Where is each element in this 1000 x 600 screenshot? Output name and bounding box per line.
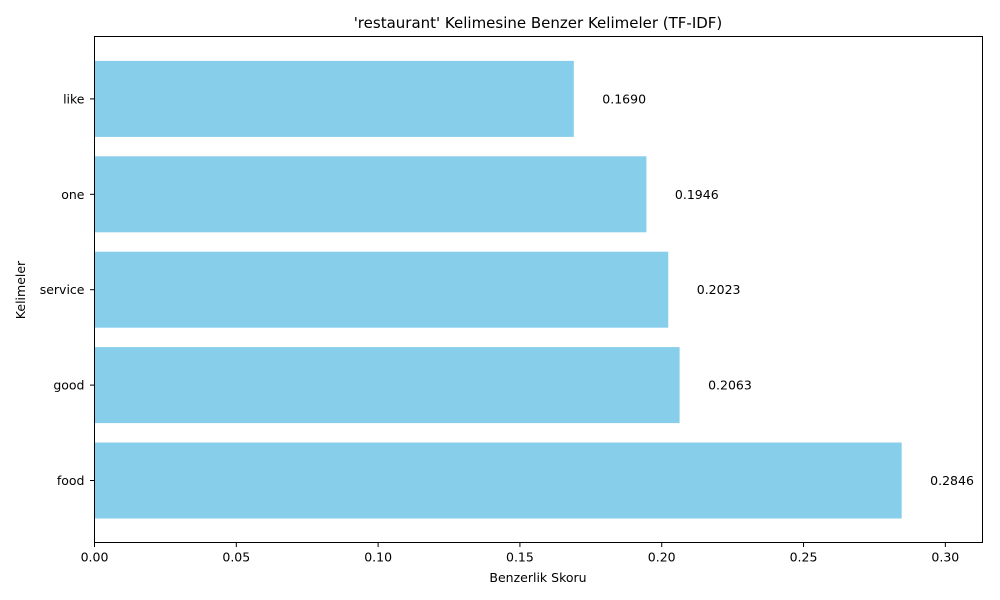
value-label-one: 0.1946 [675, 187, 719, 202]
y-axis-ticks: food good service one like [40, 91, 95, 488]
x-axis-ticks: 0.00 0.05 0.10 0.15 0.20 0.25 0.30 [81, 542, 959, 565]
x-tick-label: 0.25 [790, 550, 818, 565]
bar-good [94, 347, 680, 424]
y-tick-label-food: food [57, 473, 85, 488]
x-tick-label: 0.20 [648, 550, 676, 565]
value-label-like: 0.1690 [602, 91, 646, 106]
x-tick-label: 0.05 [222, 550, 250, 565]
x-tick-label: 0.30 [931, 550, 959, 565]
y-tick-label-one: one [61, 187, 85, 202]
x-tick-label: 0.00 [81, 550, 109, 565]
bar-one [94, 156, 647, 233]
value-labels-layer: 0.2846 0.2063 0.2023 0.1946 0.1690 [602, 91, 974, 488]
chart-title: 'restaurant' Kelimesine Benzer Kelimeler… [354, 14, 723, 32]
y-tick-label-like: like [63, 91, 85, 106]
value-label-service: 0.2023 [697, 282, 741, 297]
bar-food [94, 442, 902, 519]
value-label-food: 0.2846 [930, 473, 974, 488]
value-label-good: 0.2063 [708, 378, 752, 393]
bar-service [94, 251, 669, 328]
bars-layer [94, 60, 902, 519]
bar-like [94, 60, 574, 137]
x-axis-label: Benzerlik Skoru [489, 570, 586, 585]
y-tick-label-good: good [53, 378, 84, 393]
y-axis-label: Kelimeler [13, 260, 28, 319]
x-tick-label: 0.10 [364, 550, 392, 565]
y-tick-label-service: service [40, 282, 85, 297]
x-tick-label: 0.15 [506, 550, 534, 565]
